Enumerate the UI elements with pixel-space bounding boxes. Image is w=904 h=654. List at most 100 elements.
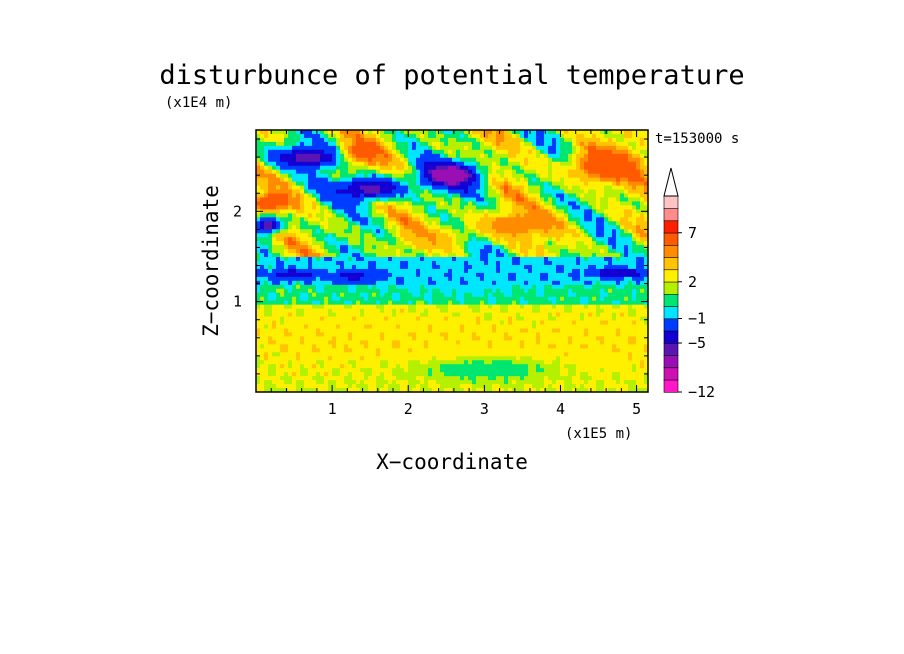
contour-cell — [336, 241, 341, 246]
contour-cell — [604, 149, 609, 155]
contour-cell — [448, 217, 453, 222]
contour-cell — [416, 225, 421, 230]
contour-cell — [552, 324, 557, 329]
contour-cell — [260, 288, 265, 294]
contour-cell — [452, 177, 457, 183]
contour-cell — [312, 221, 317, 226]
contour-cell — [316, 320, 321, 326]
contour-cell — [308, 328, 313, 333]
contour-cell — [488, 141, 493, 147]
contour-cell — [376, 264, 381, 270]
contour-cell — [400, 130, 405, 135]
contour-cell — [632, 197, 637, 202]
contour-cell — [640, 249, 645, 254]
contour-cell — [584, 157, 589, 163]
contour-cell — [296, 257, 301, 262]
contour-cell — [516, 193, 521, 198]
contour-cell — [476, 241, 481, 246]
contour-cell — [364, 209, 369, 214]
contour-cell — [312, 145, 317, 151]
contour-cell — [380, 197, 385, 202]
contour-cell — [488, 137, 493, 143]
contour-cell — [492, 161, 497, 167]
contour-cell — [636, 165, 641, 171]
contour-cell — [420, 237, 425, 242]
contour-cell — [336, 328, 341, 333]
contour-cell — [456, 225, 461, 230]
contour-cell — [372, 205, 377, 210]
contour-cell — [596, 221, 601, 226]
contour-cell — [468, 288, 473, 294]
contour-cell — [592, 324, 597, 329]
contour-cell — [364, 221, 369, 226]
contour-cell — [564, 181, 569, 187]
contour-cell — [392, 205, 397, 210]
contour-cell — [524, 209, 529, 214]
contour-cell — [340, 133, 345, 139]
contour-cell — [340, 320, 345, 326]
contour-cell — [408, 161, 413, 167]
contour-cell — [548, 130, 553, 135]
contour-cell — [304, 328, 309, 333]
contour-cell — [644, 249, 649, 254]
contour-cell — [424, 300, 429, 306]
contour-cell — [372, 253, 377, 258]
contour-cell — [496, 245, 501, 250]
contour-cell — [448, 261, 453, 266]
contour-cell — [640, 141, 645, 147]
contour-cell — [500, 292, 505, 298]
contour-cell — [372, 296, 377, 302]
contour-cell — [544, 272, 549, 278]
contour-cell — [572, 173, 577, 179]
contour-cell — [372, 328, 377, 333]
contour-cell — [260, 280, 265, 286]
contour-cell — [400, 153, 405, 159]
contour-cell — [440, 237, 445, 242]
contour-cell — [608, 209, 613, 214]
contour-cell — [548, 169, 553, 175]
contour-cell — [448, 165, 453, 171]
contour-cell — [464, 205, 469, 210]
contour-cell — [640, 288, 645, 294]
contour-cell — [260, 300, 265, 306]
contour-cell — [428, 193, 433, 198]
contour-cell — [632, 280, 637, 286]
contour-cell — [500, 221, 505, 226]
contour-cell — [316, 205, 321, 210]
contour-cell — [412, 272, 417, 278]
contour-cell — [608, 217, 613, 222]
contour-cell — [256, 316, 261, 322]
contour-cell — [524, 217, 529, 222]
contour-cell — [584, 201, 589, 206]
contour-cell — [280, 213, 285, 218]
contour-cell — [284, 257, 289, 262]
contour-cell — [436, 284, 441, 290]
contour-cell — [360, 288, 365, 294]
contour-cell — [460, 177, 465, 183]
contour-cell — [384, 241, 389, 246]
contour-cell — [496, 165, 501, 171]
contour-cell — [444, 268, 449, 274]
contour-cell — [408, 316, 413, 322]
contour-cell — [344, 165, 349, 171]
contour-cell — [596, 288, 601, 294]
contour-cell — [372, 241, 377, 246]
contour-cell — [376, 241, 381, 246]
contour-cell — [420, 205, 425, 210]
contour-cell — [436, 165, 441, 171]
contour-cell — [348, 253, 353, 258]
contour-cell — [644, 173, 649, 179]
contour-cell — [280, 197, 285, 202]
contour-cell — [560, 145, 565, 151]
contour-cell — [480, 280, 485, 286]
contour-cell — [560, 284, 565, 290]
contour-cell — [520, 181, 525, 187]
contour-cell — [404, 312, 409, 318]
contour-cell — [616, 304, 621, 310]
contour-cell — [444, 328, 449, 333]
contour-cell — [260, 312, 265, 318]
contour-cell — [440, 245, 445, 250]
contour-cell — [432, 324, 437, 329]
contour-cell — [364, 130, 369, 135]
contour-cell — [624, 249, 629, 254]
